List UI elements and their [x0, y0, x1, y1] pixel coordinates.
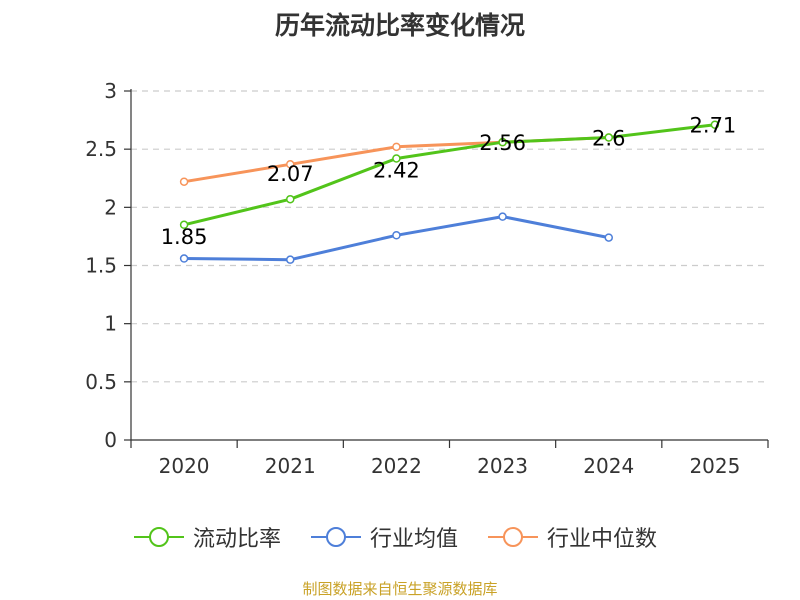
x-tick-label: 2024 — [583, 454, 634, 478]
data-point — [710, 120, 720, 129]
legend-item-industry-mean[interactable]: 行业均值 — [310, 522, 458, 552]
legend-item-current-ratio[interactable]: 流动比率 — [133, 522, 281, 552]
data-point — [392, 231, 401, 240]
legend-item-industry-median[interactable]: 行业中位数 — [487, 522, 657, 552]
legend-label: 行业中位数 — [547, 527, 658, 552]
x-tick-label: 2021 — [265, 454, 316, 478]
data-point — [498, 137, 507, 147]
x-tick-label: 2020 — [159, 454, 210, 478]
legend-industry-median-icon — [488, 527, 538, 547]
legend: 流动比率 行业均值 行业中位数 — [0, 522, 800, 552]
data-label: 2.07 — [267, 162, 314, 186]
data-point — [179, 177, 189, 186]
data-label: 2.6 — [592, 127, 625, 151]
x-tick-label: 2023 — [477, 454, 528, 478]
y-tick-label: 2.5 — [85, 137, 117, 161]
y-tick-label: 0 — [104, 428, 117, 452]
data-label: 1.85 — [161, 225, 208, 249]
data-point — [286, 194, 295, 204]
y-tick-label: 0.5 — [85, 370, 117, 394]
data-point — [179, 254, 189, 263]
data-label: 2.56 — [479, 131, 526, 155]
axes: 0 0.5 1 1.5 2 2.5 3 2020 2021 2022 2023 2024 2025 — [85, 79, 769, 478]
y-tick-label: 2 — [104, 195, 117, 219]
legend-label: 流动比率 — [193, 527, 282, 552]
data-point — [392, 142, 401, 152]
data-label: 2.42 — [373, 158, 420, 182]
y-tick-label: 3 — [104, 79, 117, 103]
data-label: 2.71 — [690, 114, 737, 138]
legend-current-ratio-icon — [134, 527, 184, 547]
data-labels: 1.85 2.07 2.42 2.56 2.6 2.71 — [161, 114, 737, 249]
y-tick-label: 1.5 — [85, 254, 117, 278]
y-tick-label: 1 — [104, 312, 117, 336]
data-point — [286, 160, 295, 169]
legend-industry-mean-icon — [311, 527, 361, 547]
gridlines — [131, 90, 768, 383]
series-lines — [179, 120, 720, 264]
data-point — [604, 133, 613, 142]
source-note: 制图数据来自恒生聚源数据库 — [302, 580, 498, 598]
data-point — [604, 233, 613, 242]
x-tick-label: 2025 — [689, 454, 740, 478]
series-line — [183, 123, 716, 227]
data-point — [392, 154, 401, 163]
legend-label: 行业均值 — [370, 527, 459, 552]
data-point — [498, 212, 507, 221]
chart-title: 历年流动比率变化情况 — [274, 11, 525, 40]
data-point — [179, 220, 189, 230]
data-point — [286, 255, 295, 264]
x-tick-label: 2022 — [371, 454, 422, 478]
